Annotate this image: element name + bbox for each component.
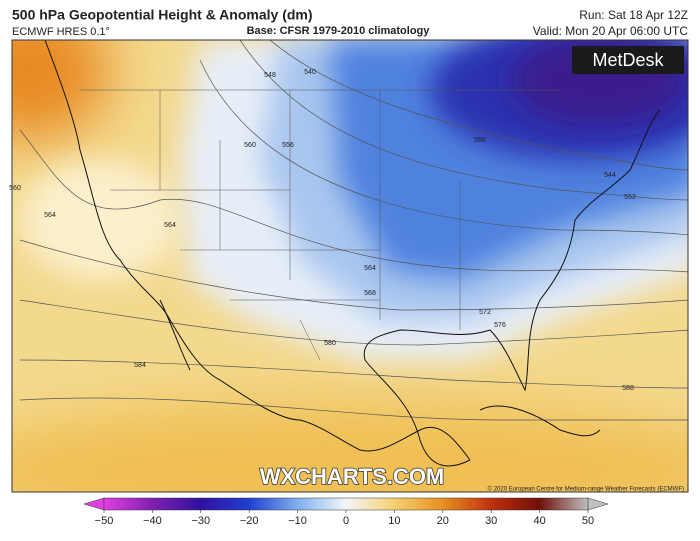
logo: MetDesk	[592, 50, 664, 70]
contour-label: 556	[474, 137, 486, 144]
contour-label: 544	[604, 172, 616, 179]
height-contours	[19, 40, 688, 421]
contour-label: 552	[624, 194, 636, 201]
colorbar-tick-label: −50	[95, 515, 114, 527]
title: 500 hPa Geopotential Height & Anomaly (d…	[12, 7, 313, 23]
colorbar-bar	[103, 497, 589, 511]
coastlines	[44, 40, 661, 467]
contour-label: 564	[164, 222, 176, 229]
borders	[80, 89, 560, 361]
run: Run: Sat 18 Apr 12Z	[579, 8, 688, 22]
contour-label: 560	[9, 185, 21, 192]
copyright: © 2020 European Centre for Medium-range …	[488, 486, 684, 493]
contour-label: 560	[244, 142, 256, 149]
colorbar-tick-label: −40	[143, 515, 162, 527]
colorbar-max-arrow	[587, 497, 609, 511]
contour-label: 540	[304, 69, 316, 76]
watermark: WXCHARTS.COM	[260, 464, 445, 489]
colorbar-tick-label: 40	[533, 515, 545, 527]
contour-label: 564	[44, 212, 56, 219]
colorbar-tick-label: 30	[485, 515, 497, 527]
logo-box	[572, 46, 684, 74]
colorbar-ticks: −50 −40 −30 −20 −10 0 10 20 30 40 50	[95, 510, 594, 527]
contour-label: 572	[479, 309, 491, 316]
contour-label: 588	[622, 385, 634, 392]
base: Base: CFSR 1979-2010 climatology	[247, 25, 431, 37]
valid: Valid: Mon 20 Apr 06:00 UTC	[533, 24, 689, 38]
colorbar-tick-label: −10	[288, 515, 307, 527]
colorbar-tick-label: −20	[240, 515, 259, 527]
contour-label: 556	[282, 142, 294, 149]
contour-label: 564	[364, 265, 376, 272]
model: ECMWF HRES 0.1°	[12, 26, 110, 38]
map-frame	[11, 39, 689, 493]
contour-label: 568	[364, 290, 376, 297]
colorbar-tick-label: 10	[388, 515, 400, 527]
colorbar-tick-label: 50	[582, 515, 594, 527]
colorbar	[83, 497, 609, 511]
colorbar-min-arrow	[83, 497, 105, 511]
colorbar-tick-label: −30	[191, 515, 210, 527]
contour-label: 580	[324, 340, 336, 347]
contour-label: 548	[264, 72, 276, 79]
colorbar-tick-label: 20	[437, 515, 449, 527]
contour-label: 584	[134, 362, 146, 369]
colorbar-tick-label: 0	[343, 515, 349, 527]
contour-label: 576	[494, 322, 506, 329]
